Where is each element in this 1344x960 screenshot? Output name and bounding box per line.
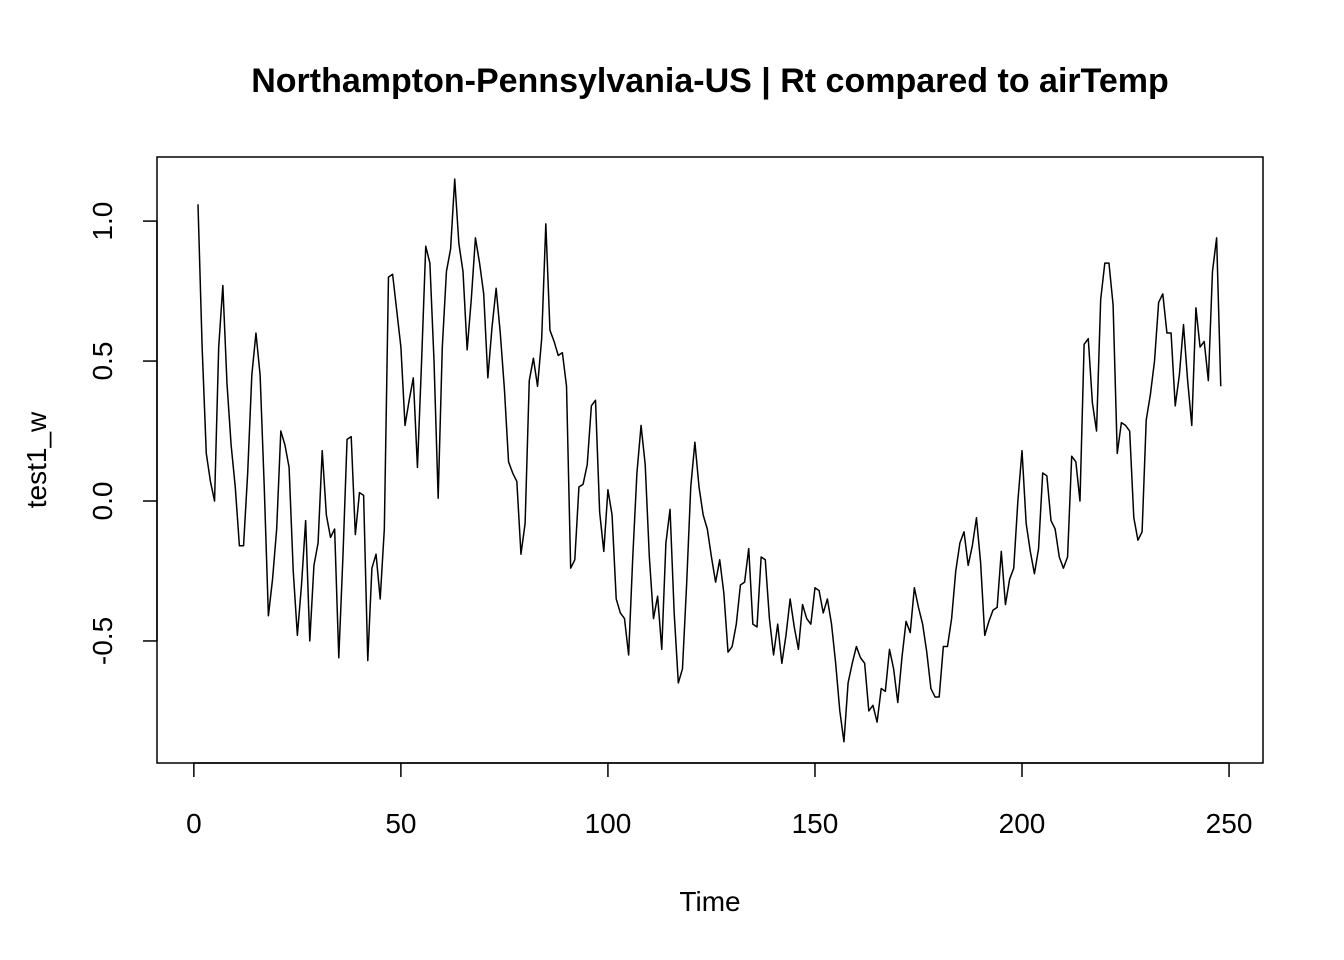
x-axis-label: Time <box>679 886 740 917</box>
y-tick-label: 0.5 <box>87 342 118 381</box>
x-tick-label: 0 <box>186 808 202 839</box>
x-tick-label: 250 <box>1206 808 1253 839</box>
y-tick-label: 1.0 <box>87 202 118 241</box>
x-tick-label: 50 <box>385 808 416 839</box>
y-tick-label: 0.0 <box>87 482 118 521</box>
y-tick-label: -0.5 <box>87 617 118 665</box>
chart-title: Northampton-Pennsylvania-US | Rt compare… <box>251 62 1169 100</box>
y-axis-label: test1_w <box>21 411 52 508</box>
data-line <box>197 178 1222 743</box>
x-tick-label: 150 <box>792 808 839 839</box>
x-tick-label: 100 <box>585 808 632 839</box>
x-tick-label: 200 <box>999 808 1046 839</box>
